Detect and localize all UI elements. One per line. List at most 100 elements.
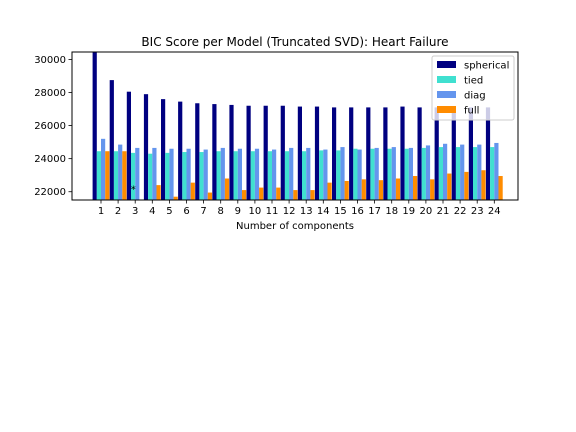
x-tick-label-2: 2 (115, 206, 121, 217)
bar-spherical-9 (229, 104, 234, 200)
x-tick-label-20: 20 (420, 206, 433, 217)
x-tick-label-18: 18 (385, 206, 398, 217)
bar-tied-14 (319, 150, 324, 200)
bar-spherical-3 (126, 91, 131, 200)
legend-label-diag: diag (464, 91, 486, 102)
bar-full-15 (344, 180, 349, 200)
legend-box (431, 55, 515, 121)
bar-spherical-20 (417, 107, 422, 200)
bar-diag-7 (203, 149, 208, 200)
bar-diag-15 (340, 147, 345, 200)
bar-tied-17 (370, 148, 375, 200)
bar-spherical-23 (468, 107, 473, 200)
bar-full-18 (395, 178, 401, 200)
bar-full-21 (447, 173, 452, 200)
bar-diag-5 (169, 148, 174, 200)
y-tick-label-24000: 24000 (34, 154, 66, 165)
bar-diag-14 (323, 149, 328, 200)
bar-full-20 (430, 179, 435, 200)
bar-spherical-13 (297, 106, 302, 200)
bar-spherical-12 (280, 105, 285, 200)
chart-title: BIC Score per Model (Truncated SVD): Hea… (141, 35, 448, 49)
x-tick-label-10: 10 (249, 206, 262, 217)
x-tick-label-21: 21 (437, 206, 450, 217)
bar-diag-17 (374, 147, 379, 200)
y-tick-label-22000: 22000 (34, 187, 66, 198)
x-tick-label-8: 8 (218, 206, 224, 217)
bar-tied-21 (438, 147, 443, 200)
bar-diag-1 (101, 138, 106, 200)
bar-diag-2 (118, 144, 123, 200)
x-tick-label-1: 1 (98, 206, 104, 217)
y-tick-label-28000: 28000 (34, 88, 66, 99)
legend-swatch-diag (437, 91, 456, 98)
x-axis: 1 2 3 4 5 6 7 8 9 10 11 12 13 14 15 16 17 18 19 20 21 22 23 24 (98, 200, 501, 217)
bar-spherical-10 (246, 105, 251, 200)
x-tick-label-6: 6 (183, 206, 189, 217)
bar-tied-24 (490, 147, 495, 200)
bar-diag-23 (477, 144, 482, 200)
annotations-group: * (131, 184, 136, 195)
bar-tied-15 (336, 150, 341, 200)
bar-tied-18 (387, 148, 392, 200)
bar-diag-18 (391, 147, 396, 200)
bar-diag-9 (237, 148, 242, 200)
bar-diag-10 (254, 148, 260, 200)
x-tick-label-24: 24 (488, 206, 501, 217)
bar-full-12 (293, 190, 298, 200)
bar-full-24 (498, 176, 503, 200)
bar-full-19 (413, 176, 418, 200)
x-tick-label-13: 13 (300, 206, 313, 217)
bar-spherical-21 (434, 107, 439, 200)
bar-tied-1 (96, 151, 101, 200)
legend-label-tied: tied (464, 76, 483, 87)
bar-full-10 (259, 187, 264, 200)
bar-full-2 (122, 151, 127, 200)
bar-full-11 (276, 187, 281, 200)
x-tick-label-14: 14 (317, 206, 330, 217)
bar-spherical-18 (383, 107, 388, 200)
bar-full-22 (464, 171, 469, 200)
bar-full-5 (173, 196, 178, 200)
bar-diag-20 (425, 145, 431, 200)
bars-group (92, 52, 503, 200)
bar-diag-4 (152, 147, 157, 200)
y-axis: 22000 24000 26000 28000 30000 (34, 55, 72, 198)
bar-tied-20 (421, 147, 426, 200)
bar-spherical-24 (485, 107, 491, 200)
bar-tied-8 (216, 151, 221, 200)
bar-spherical-16 (349, 107, 354, 200)
x-tick-label-17: 17 (368, 206, 381, 217)
x-tick-label-7: 7 (200, 206, 206, 217)
x-tick-label-15: 15 (334, 206, 347, 217)
x-tick-label-5: 5 (166, 206, 172, 217)
x-tick-label-3: 3 (132, 206, 138, 217)
bar-diag-19 (408, 147, 413, 200)
bar-spherical-2 (109, 80, 114, 200)
bar-spherical-14 (314, 106, 320, 200)
bar-tied-22 (455, 147, 461, 200)
bar-tied-10 (250, 151, 255, 200)
bar-spherical-5 (161, 99, 166, 200)
plot-frame (71, 51, 519, 201)
bar-diag-12 (289, 147, 294, 200)
x-tick-label-22: 22 (454, 206, 467, 217)
bar-spherical-1 (92, 52, 97, 200)
bar-spherical-19 (400, 106, 405, 200)
bar-tied-19 (404, 148, 409, 200)
legend: spherical tied diag full (431, 55, 515, 121)
bar-diag-24 (494, 142, 499, 200)
bar-spherical-6 (178, 101, 183, 200)
annotation-0: * (131, 184, 136, 195)
bar-tied-23 (473, 147, 478, 200)
bar-spherical-4 (143, 94, 149, 200)
bar-spherical-22 (451, 107, 456, 200)
bar-full-7 (207, 192, 212, 200)
bar-diag-8 (220, 147, 225, 200)
bar-full-8 (224, 178, 230, 200)
bar-tied-4 (148, 153, 153, 200)
bar-tied-9 (233, 151, 238, 200)
bar-spherical-15 (332, 107, 337, 200)
x-tick-label-9: 9 (235, 206, 241, 217)
